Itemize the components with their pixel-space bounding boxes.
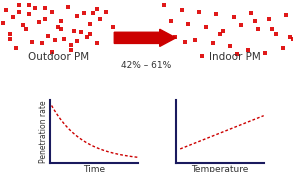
X-axis label: Temperature: Temperature [191,165,248,172]
FancyArrow shape [114,29,176,46]
Text: 42% – 61%: 42% – 61% [121,61,172,70]
Y-axis label: Penetration rate: Penetration rate [40,100,48,163]
Text: Indoor PM: Indoor PM [209,52,260,62]
X-axis label: Time: Time [83,165,105,172]
Text: Outdoor PM: Outdoor PM [28,52,89,62]
